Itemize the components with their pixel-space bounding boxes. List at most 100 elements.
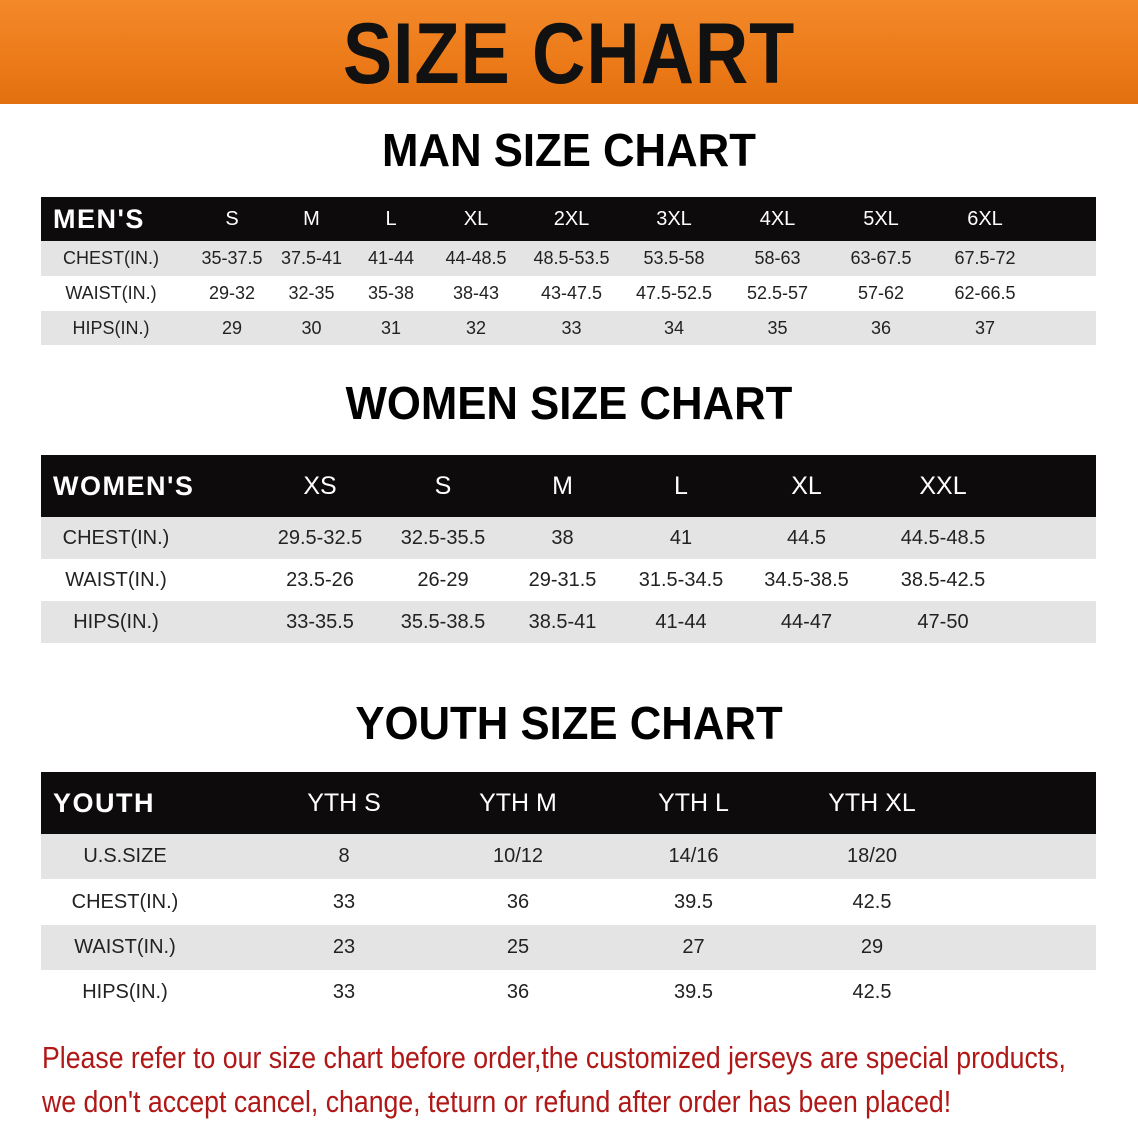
- table-cell: 53.5-58: [643, 248, 705, 268]
- youth-header-row: YOUTH YTH S YTH M YTH L YTH XL: [41, 772, 1096, 834]
- table-cell: 10/12: [492, 845, 544, 867]
- banner-title: SIZE CHART: [342, 6, 796, 102]
- size-header-3xl: 3XL: [656, 207, 692, 230]
- youth-size-table: YOUTH YTH S YTH M YTH L YTH XL U.S.SIZE 8 10/12…: [41, 772, 1096, 1015]
- table-row: HIPS(IN.) 33 36 39.5 42.5: [41, 970, 1096, 1015]
- table-cell: 52.5-57: [746, 283, 809, 303]
- row-label: HIPS(IN.): [82, 981, 168, 1003]
- size-header-xs: XS: [303, 471, 337, 500]
- row-label: HIPS(IN.): [72, 317, 150, 338]
- table-row: CHEST(IN.) 33 36 39.5 42.5: [41, 879, 1096, 925]
- women-size-table: WOMEN'S XS S M L XL XXL CHEST(IN.) 29.5-32.5 32.5…: [41, 455, 1096, 643]
- table-row: WAIST(IN.) 23.5-26 26-29 29-31.5 31.5-34.5 34…: [41, 559, 1096, 601]
- size-header-m: M: [552, 471, 573, 500]
- table-cell: 41: [669, 526, 693, 549]
- row-label: CHEST(IN.): [62, 526, 170, 549]
- row-label: CHEST(IN.): [63, 248, 159, 268]
- table-cell: 36: [506, 981, 530, 1003]
- row-label: WAIST(IN.): [65, 283, 157, 303]
- table-row: CHEST(IN.) 29.5-32.5 32.5-35.5 38 41 44.5 44.5…: [41, 517, 1096, 559]
- table-cell: 38.5-42.5: [900, 568, 986, 591]
- size-header-yth-xl: YTH XL: [828, 788, 916, 817]
- table-cell: 67.5-72: [954, 248, 1016, 268]
- table-cell: 37.5-41: [280, 248, 343, 268]
- table-row: U.S.SIZE 8 10/12 14/16 18/20: [41, 834, 1096, 879]
- table-cell: 47.5-52.5: [635, 283, 713, 303]
- size-header-yth-s: YTH S: [307, 788, 381, 817]
- table-cell: 35-37.5: [201, 248, 263, 268]
- table-row: WAIST(IN.) 23 25 27 29: [41, 925, 1096, 970]
- size-header-2xl: 2XL: [553, 207, 590, 230]
- row-label: WAIST(IN.): [74, 936, 176, 958]
- table-cell: 33: [561, 317, 582, 338]
- table-cell: 42.5: [852, 981, 892, 1003]
- table-cell: 43-47.5: [540, 283, 603, 303]
- table-header-label: YOUTH: [53, 787, 155, 818]
- table-cell: 35.5-38.5: [400, 610, 486, 633]
- table-cell: 8: [338, 845, 350, 867]
- table-cell: 23: [332, 936, 356, 958]
- table-cell: 33-35.5: [286, 610, 354, 633]
- table-cell: 29.5-32.5: [277, 526, 363, 549]
- table-cell: 36: [870, 317, 892, 338]
- table-cell: 23.5-26: [286, 568, 354, 591]
- women-header-row: WOMEN'S XS S M L XL XXL: [41, 455, 1096, 517]
- table-cell: 38-43: [452, 283, 500, 303]
- table-cell: 29-32: [208, 283, 256, 303]
- size-header-l: L: [385, 207, 397, 230]
- table-row: HIPS(IN.) 29 30 31 32 33 34 35 36 37: [41, 311, 1096, 345]
- table-cell: 44.5: [787, 526, 826, 549]
- table-cell: 32: [465, 317, 487, 338]
- table-cell: 35: [767, 317, 788, 338]
- order-notice: Please refer to our size chart before or…: [42, 1036, 1066, 1124]
- women-section-title: WOMEN SIZE CHART: [345, 377, 793, 429]
- table-row: HIPS(IN.) 33-35.5 35.5-38.5 38.5-41 41-44 44-…: [41, 601, 1096, 643]
- size-header-s: S: [225, 207, 239, 230]
- size-header-m: M: [303, 207, 320, 230]
- table-header-label: MEN'S: [53, 203, 145, 234]
- row-label: HIPS(IN.): [73, 610, 159, 633]
- table-cell: 33: [332, 981, 356, 1003]
- table-cell: 57-62: [857, 283, 905, 303]
- men-header-row: MEN'S S M L XL 2XL 3XL 4XL 5XL 6XL: [41, 197, 1096, 241]
- table-cell: 31.5-34.5: [638, 568, 724, 591]
- table-cell: 41-44: [655, 610, 707, 633]
- table-cell: 32-35: [288, 283, 335, 303]
- table-cell: 18/20: [846, 845, 898, 867]
- table-cell: 29: [221, 317, 243, 338]
- table-row: WAIST(IN.) 29-32 32-35 35-38 38-43 43-47.5 47.…: [41, 276, 1096, 311]
- table-cell: 42.5: [852, 890, 892, 913]
- table-cell: 48.5-53.5: [533, 248, 610, 268]
- table-cell: 31: [380, 317, 402, 338]
- table-cell: 44-47: [780, 610, 833, 633]
- notice-line-1: Please refer to our size chart before or…: [42, 1040, 1066, 1075]
- size-header-s: S: [434, 471, 452, 500]
- size-header-4xl: 4XL: [759, 207, 796, 230]
- table-cell: 34.5-38.5: [764, 568, 849, 591]
- table-cell: 26-29: [417, 568, 469, 591]
- size-header-l: L: [674, 471, 688, 500]
- table-row: CHEST(IN.) 35-37.5 37.5-41 41-44 44-48.5 48.5…: [41, 241, 1096, 276]
- table-cell: 39.5: [674, 981, 713, 1003]
- size-header-yth-l: YTH L: [658, 788, 729, 817]
- table-cell: 58-63: [754, 248, 801, 268]
- size-header-6xl: 6XL: [967, 207, 1003, 230]
- table-cell: 36: [506, 890, 530, 913]
- notice-line-2: we don't accept cancel, change, teturn o…: [42, 1084, 952, 1119]
- row-label: CHEST(IN.): [71, 890, 179, 913]
- table-cell: 39.5: [674, 890, 713, 913]
- table-cell: 29: [860, 936, 884, 958]
- table-cell: 37: [974, 317, 996, 338]
- row-label: U.S.SIZE: [83, 845, 167, 867]
- size-header-yth-m: YTH M: [479, 788, 557, 817]
- table-cell: 33: [332, 890, 356, 913]
- table-cell: 62-66.5: [954, 283, 1016, 303]
- table-cell: 34: [663, 317, 685, 338]
- men-size-table: MEN'S S M L XL 2XL 3XL 4XL 5XL 6XL CHEST(IN.) 35-37…: [41, 197, 1096, 345]
- table-cell: 32.5-35.5: [400, 526, 486, 549]
- size-header-xl: XL: [791, 471, 822, 500]
- table-cell: 35-38: [367, 283, 415, 303]
- table-cell: 63-67.5: [850, 248, 912, 268]
- table-cell: 38: [551, 526, 574, 549]
- table-cell: 30: [301, 317, 322, 338]
